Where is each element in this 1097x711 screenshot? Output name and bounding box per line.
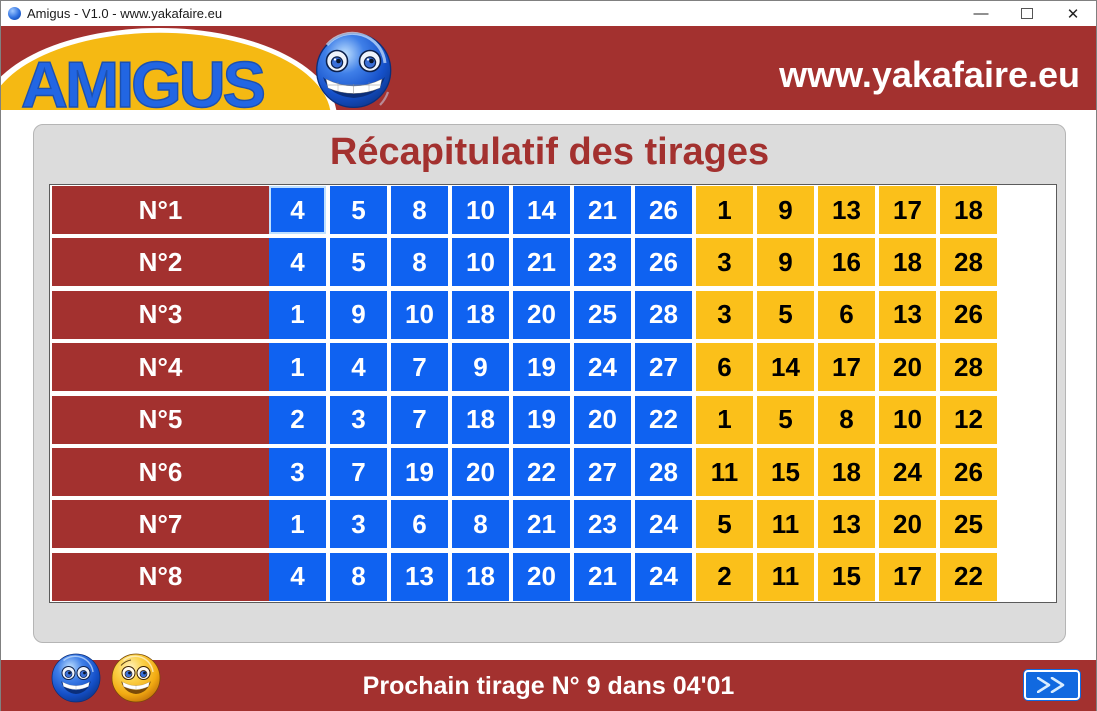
svg-text:AMIGUS: AMIGUS — [21, 48, 264, 110]
